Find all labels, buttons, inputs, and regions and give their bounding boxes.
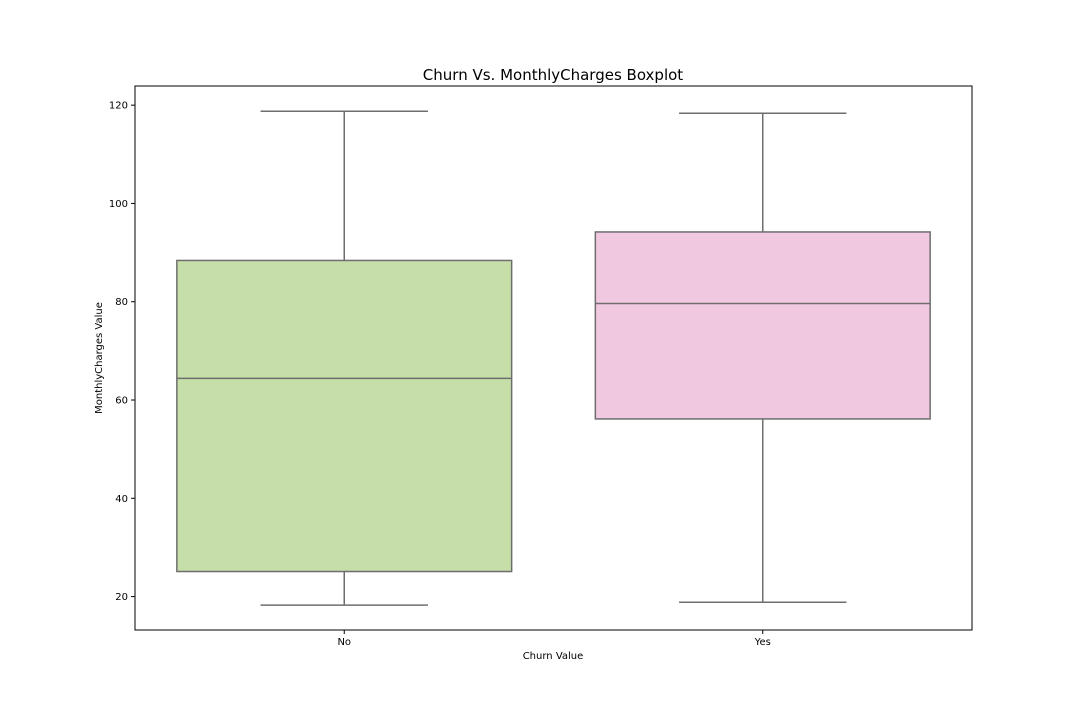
x-tick-label: No [337,637,351,648]
x-axis: No Yes [337,630,771,648]
chart-title: Churn Vs. MonthlyCharges Boxplot [423,66,683,84]
x-tick-label: Yes [754,637,771,648]
x-axis-label: Churn Value [523,651,584,662]
y-axis: 20 40 60 80 100 120 [109,101,135,603]
plot-area [134,85,973,631]
y-tick-label: 20 [115,592,128,603]
iqr-box [594,231,931,420]
y-tick-label: 40 [115,494,128,505]
y-axis-label: MonthlyCharges Value [94,302,105,414]
y-tick-label: 100 [109,199,128,210]
y-tick-label: 60 [115,396,128,407]
plot-frame [134,85,973,631]
y-tick-label: 80 [115,297,128,308]
iqr-box [176,259,513,573]
y-tick-label: 120 [109,101,128,112]
box-yes [594,112,931,603]
box-no [176,110,513,606]
